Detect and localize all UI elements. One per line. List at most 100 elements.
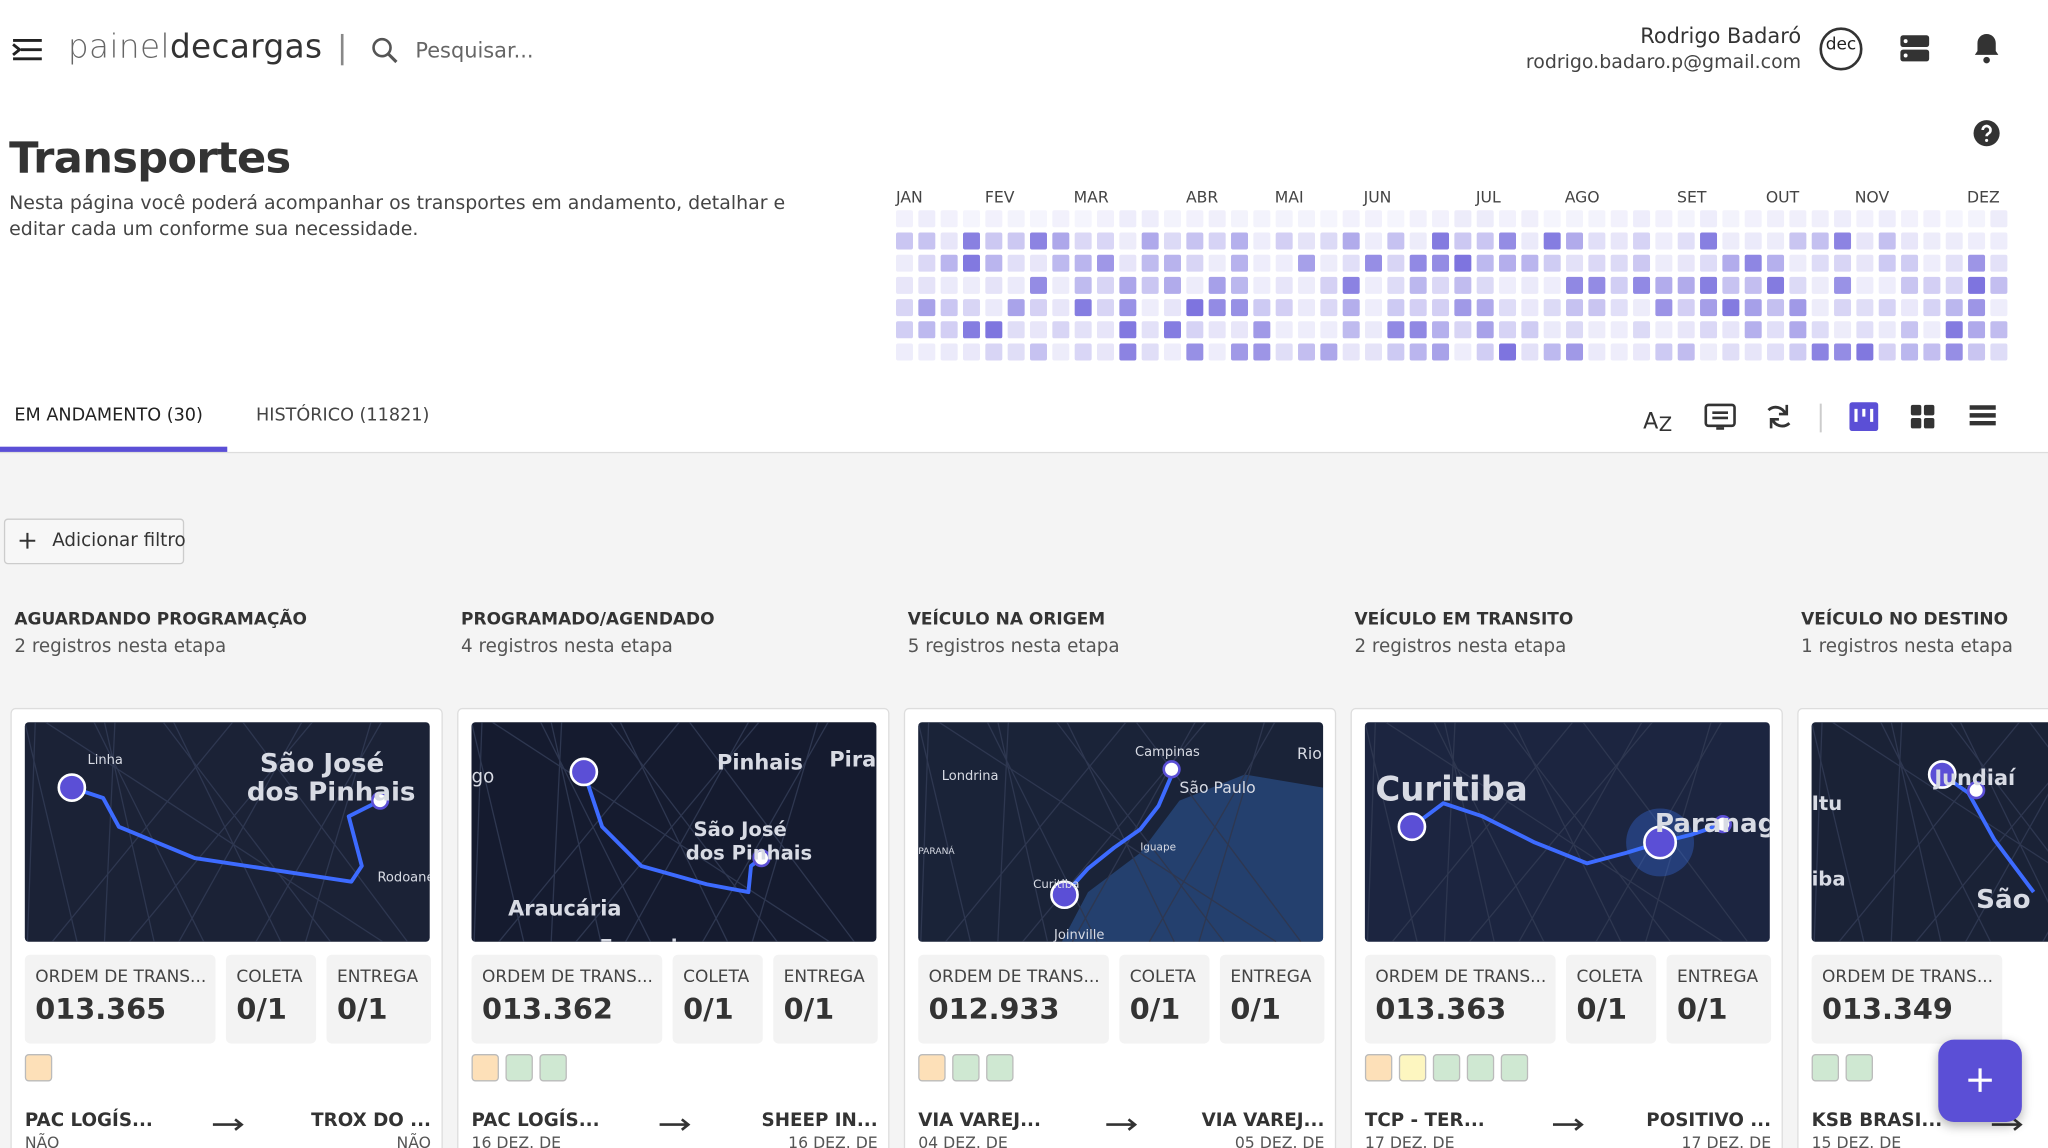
road: [242, 722, 409, 942]
order-label: ORDEM DE TRANS...: [481, 967, 653, 988]
heatmap-cell: [1030, 232, 1047, 250]
month-label: JUL: [1475, 187, 1501, 206]
heatmap-grid: JAN FEV MAR ABR MAI JUN JUL AGO SET OUT NOV DEZ: [895, 187, 2008, 361]
month-label: ABR: [1186, 187, 1218, 206]
logo-b: decargas: [169, 27, 323, 66]
heatmap-cell: [1208, 299, 1226, 317]
map-label: Araucária: [508, 897, 621, 921]
tab[interactable]: HISTÓRICO (11821): [255, 404, 430, 426]
heatmap-cell: [1007, 299, 1025, 317]
heatmap-cell: [895, 210, 913, 228]
heatmap-cell: [918, 232, 936, 250]
search-input[interactable]: Pesquisar...: [415, 37, 534, 63]
heatmap-cell: [1432, 232, 1450, 250]
map-label: Jundiaí: [1932, 766, 2017, 790]
heatmap-cell: [1811, 321, 1829, 339]
heatmap-cell: [1476, 343, 1494, 361]
column-subtitle: 4 registros nesta etapa: [461, 636, 673, 657]
tag: [1466, 1054, 1495, 1082]
transport-card[interactable]: Jundiaí Itu iba São ORDEM DE TRANS... 013.349…: [1797, 707, 2048, 1148]
map-label: São José: [260, 749, 384, 779]
heatmap-cell: [1677, 276, 1695, 294]
heatmap-cell: [1141, 343, 1159, 361]
list-view-icon[interactable]: [1969, 405, 1996, 426]
header-area: paineldecargas Pesquisar... Rodrigo Bada…: [0, 0, 2048, 454]
to-date: 16 DEZ. DE: [788, 1133, 878, 1148]
road: [1838, 722, 2020, 942]
heatmap-cell: [1186, 210, 1204, 228]
heatmap-cell: [1342, 299, 1360, 317]
heatmap-cell: [1320, 232, 1338, 250]
tab[interactable]: EM ANDAMENTO (30): [14, 404, 203, 426]
heatmap-cell: [1432, 276, 1450, 294]
origin-pin: [1397, 812, 1427, 842]
dest-pin: [370, 791, 390, 810]
kanban-view-icon[interactable]: [1849, 402, 1879, 432]
heatmap-cell: [1342, 210, 1360, 228]
heatmap-cell: [1901, 210, 1919, 228]
heatmap-cell: [1253, 254, 1271, 272]
refresh-icon[interactable]: [1767, 404, 1791, 429]
heatmap-cell: [1923, 232, 1941, 250]
add-button[interactable]: [1938, 1039, 2022, 1122]
road: [1385, 722, 1724, 942]
heatmap-cell: [1655, 232, 1673, 250]
heatmap-cell: [1543, 343, 1561, 361]
heatmap-cell: [918, 210, 936, 228]
coleta-box: COLETA 0/1: [672, 954, 763, 1044]
heatmap-cell: [1298, 254, 1316, 272]
order-value: 013.362: [481, 993, 613, 1027]
search-icon[interactable]: [371, 37, 400, 66]
transport-card[interactable]: Curitiba Paranaguá ORDEM DE TRANS... 013.36…: [1350, 707, 1783, 1148]
menu-icon[interactable]: [10, 37, 44, 63]
heatmap-cell: [985, 276, 1003, 294]
heatmap-cell: [1253, 276, 1271, 294]
heatmap-cell: [1901, 321, 1919, 339]
heatmap-cell: [1208, 343, 1226, 361]
heatmap-cell: [1878, 321, 1896, 339]
heatmap-cell: [1476, 254, 1494, 272]
heatmap-cell: [1119, 254, 1137, 272]
heatmap-cell: [1811, 254, 1829, 272]
heatmap-cell: [1007, 254, 1025, 272]
heatmap-cell: [1744, 299, 1762, 317]
heatmap-cell: [1945, 299, 1963, 317]
arrow: [1552, 1118, 1584, 1131]
notifications-icon[interactable]: [1971, 31, 2002, 65]
heatmap-cell: [1052, 254, 1070, 272]
heatmap-cell: [1856, 321, 1874, 339]
export-icon[interactable]: [1704, 403, 1736, 430]
help-icon[interactable]: [1972, 119, 2001, 148]
heatmap-cell: [1208, 321, 1226, 339]
to-date: 17 DEZ. DE: [1681, 1133, 1772, 1148]
avatar[interactable]: dec: [1819, 27, 1863, 71]
heatmap-cell: [1409, 232, 1427, 250]
heatmap-cell: [1387, 210, 1405, 228]
heatmap-cell: [1097, 210, 1114, 228]
heatmap-cell: [1655, 343, 1673, 361]
filter-button[interactable]: Adicionar filtro: [3, 518, 186, 565]
road: [689, 722, 855, 942]
heatmap-cell: [1208, 232, 1226, 250]
from-name: VIA VAREJ...: [918, 1110, 1041, 1132]
heatmap-cell: [1432, 254, 1450, 272]
heatmap-cell: [1476, 232, 1494, 250]
heatmap-cell: [1588, 254, 1606, 272]
heatmap-cell: [1253, 299, 1271, 317]
grid-view-icon[interactable]: [1910, 404, 1935, 429]
from-name: KSB BRASI...: [1811, 1110, 1943, 1132]
apps-icon[interactable]: [1899, 33, 1930, 64]
heatmap-cell: [1141, 321, 1159, 339]
heatmap-cell: [1767, 343, 1785, 361]
heatmap-cell: [1834, 299, 1852, 317]
heatmap-cell: [918, 321, 936, 339]
transport-card[interactable]: Campinas São Paulo Rio Londrina PARANÁ Curiti…: [903, 707, 1337, 1148]
heatmap-cell: [1722, 321, 1740, 339]
heatmap-cell: [985, 232, 1003, 250]
route: [1063, 768, 1177, 897]
heatmap-cell: [1298, 276, 1316, 294]
order-box: ORDEM DE TRANS... 013.365: [24, 954, 216, 1044]
